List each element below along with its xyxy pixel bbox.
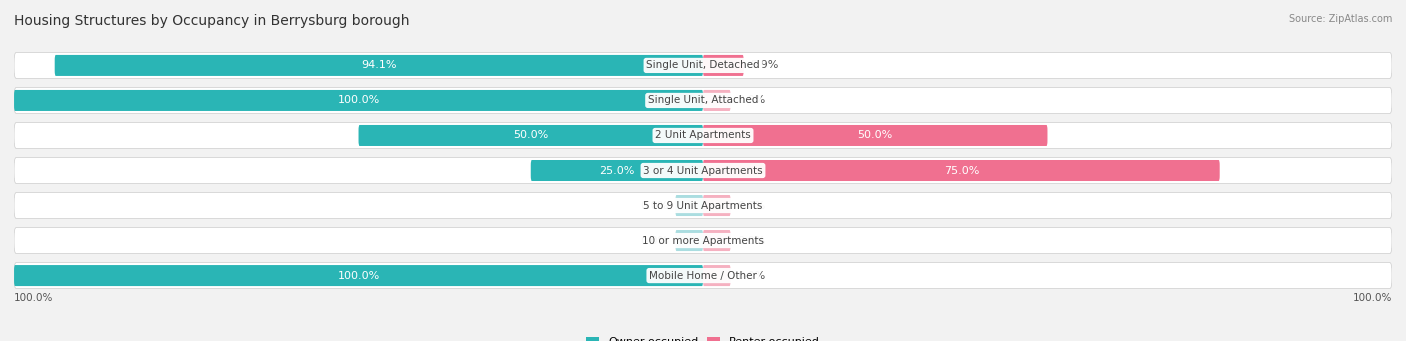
FancyBboxPatch shape (703, 195, 731, 216)
Text: 0.0%: 0.0% (738, 270, 766, 281)
FancyBboxPatch shape (359, 125, 703, 146)
FancyBboxPatch shape (703, 230, 731, 251)
Text: 75.0%: 75.0% (943, 165, 979, 176)
Text: 0.0%: 0.0% (738, 95, 766, 105)
Text: 0.0%: 0.0% (640, 201, 669, 210)
Text: 0.0%: 0.0% (640, 236, 669, 246)
Text: 0.0%: 0.0% (738, 201, 766, 210)
FancyBboxPatch shape (531, 160, 703, 181)
Text: 5 to 9 Unit Apartments: 5 to 9 Unit Apartments (644, 201, 762, 210)
FancyBboxPatch shape (703, 55, 744, 76)
FancyBboxPatch shape (14, 90, 703, 111)
FancyBboxPatch shape (14, 88, 1392, 114)
FancyBboxPatch shape (14, 265, 703, 286)
FancyBboxPatch shape (14, 122, 1392, 148)
FancyBboxPatch shape (14, 158, 1392, 183)
Text: 5.9%: 5.9% (751, 60, 779, 71)
Text: 100.0%: 100.0% (1353, 293, 1392, 303)
Text: Single Unit, Detached: Single Unit, Detached (647, 60, 759, 71)
FancyBboxPatch shape (703, 160, 1219, 181)
Text: 50.0%: 50.0% (513, 131, 548, 140)
FancyBboxPatch shape (703, 265, 731, 286)
FancyBboxPatch shape (675, 230, 703, 251)
FancyBboxPatch shape (675, 195, 703, 216)
Text: 100.0%: 100.0% (337, 95, 380, 105)
Text: Single Unit, Attached: Single Unit, Attached (648, 95, 758, 105)
FancyBboxPatch shape (14, 227, 1392, 253)
Text: 94.1%: 94.1% (361, 60, 396, 71)
FancyBboxPatch shape (703, 90, 731, 111)
Text: Housing Structures by Occupancy in Berrysburg borough: Housing Structures by Occupancy in Berry… (14, 14, 409, 28)
Text: 10 or more Apartments: 10 or more Apartments (643, 236, 763, 246)
Text: 2 Unit Apartments: 2 Unit Apartments (655, 131, 751, 140)
FancyBboxPatch shape (55, 55, 703, 76)
Text: 100.0%: 100.0% (337, 270, 380, 281)
Legend: Owner-occupied, Renter-occupied: Owner-occupied, Renter-occupied (581, 332, 825, 341)
Text: 50.0%: 50.0% (858, 131, 893, 140)
Text: 3 or 4 Unit Apartments: 3 or 4 Unit Apartments (643, 165, 763, 176)
FancyBboxPatch shape (14, 193, 1392, 219)
Text: 100.0%: 100.0% (14, 293, 53, 303)
Text: 0.0%: 0.0% (738, 236, 766, 246)
FancyBboxPatch shape (703, 125, 1047, 146)
Text: 25.0%: 25.0% (599, 165, 634, 176)
FancyBboxPatch shape (14, 53, 1392, 78)
Text: Source: ZipAtlas.com: Source: ZipAtlas.com (1288, 14, 1392, 24)
Text: Mobile Home / Other: Mobile Home / Other (650, 270, 756, 281)
FancyBboxPatch shape (14, 263, 1392, 288)
